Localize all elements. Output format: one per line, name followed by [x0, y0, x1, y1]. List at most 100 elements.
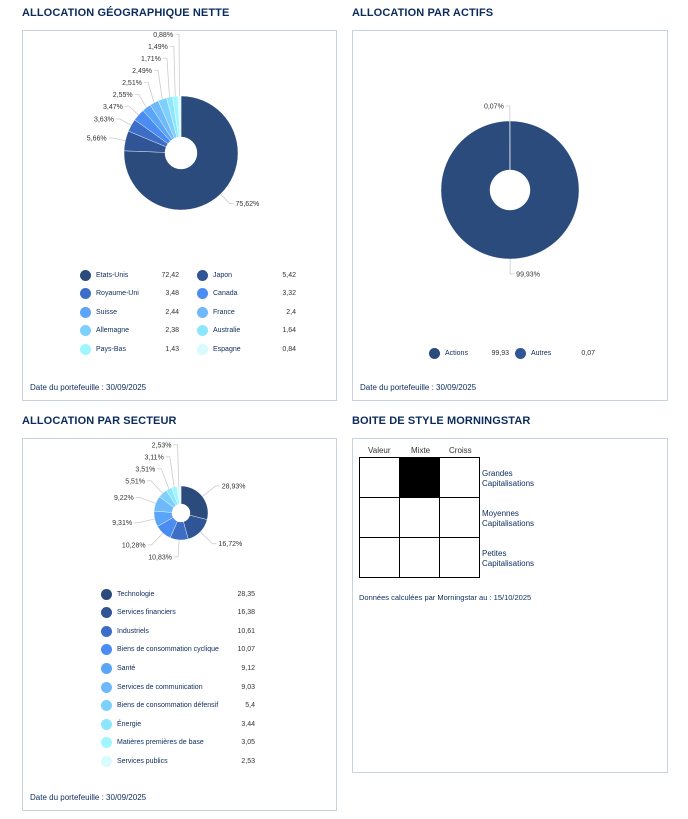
- legend-label: Etats-Unis: [96, 271, 129, 279]
- legend-value: 10,61: [237, 627, 255, 635]
- data-label: 75,62%: [236, 201, 260, 208]
- leader-line: [115, 118, 132, 126]
- ms-row-label: Moyennes Capitalisations: [482, 509, 534, 529]
- legend-item[interactable]: Technologie 28,35: [101, 588, 255, 600]
- legend-label: Canada: [213, 290, 238, 297]
- legend-value: 9,12: [241, 664, 255, 672]
- assets-title: ALLOCATION PAR ACTIFS: [352, 7, 494, 19]
- leader-line: [124, 105, 139, 116]
- sector-panel: 28,93% 16,72% 10,83% 10,28% 9,31% 9,22% 5,51% 3…: [22, 438, 337, 811]
- legend-value: 5,4: [245, 702, 255, 710]
- data-label: 3,51%: [135, 466, 155, 473]
- legend-item[interactable]: Royaume-Uni 3,48: [80, 288, 179, 300]
- legend-value: 10,07: [237, 646, 255, 654]
- legend-value: 3,32: [282, 290, 296, 297]
- assets-donut-chart: 99,93% 0,07%: [440, 104, 580, 278]
- legend-value: 99,93: [491, 349, 509, 357]
- legend-value: 2,44: [165, 308, 179, 316]
- ms-row-label-line: Capitalisations: [482, 519, 535, 528]
- legend-item[interactable]: Services de communication 9,03: [101, 681, 255, 693]
- legend-value: 5,42: [282, 271, 296, 279]
- legend-swatch: [515, 347, 526, 359]
- legend-label: Espagne: [213, 345, 241, 353]
- ms-row-label-line: Capitalisations: [482, 559, 535, 568]
- legend-item[interactable]: Biens de consommation défensif 5,4: [101, 700, 255, 712]
- style-box-cell: [359, 537, 400, 578]
- legend-item[interactable]: Matières premières de base 3,05: [101, 737, 255, 749]
- legend-item[interactable]: Japon 5,42: [197, 269, 296, 281]
- legend-item[interactable]: Autres 0,07: [515, 347, 595, 359]
- data-label: 3,47%: [103, 104, 123, 111]
- leader-line: [165, 456, 175, 487]
- legend-item[interactable]: Énergie 3,44: [101, 718, 255, 730]
- data-label: 28,93%: [222, 483, 246, 490]
- legend-swatch: [101, 681, 112, 693]
- legend-item[interactable]: Canada 3,32: [197, 288, 296, 300]
- legend-label: Biens de consommation cyclique: [117, 646, 219, 654]
- style-box-cell: [399, 457, 440, 498]
- legend-swatch: [80, 325, 91, 336]
- style-box-row: [359, 497, 480, 538]
- leader-line: [505, 105, 511, 122]
- legend-label: Biens de consommation défensif: [117, 702, 219, 710]
- legend-label: Technologie: [117, 590, 155, 598]
- legend-item[interactable]: France 2,4: [197, 306, 296, 318]
- legend-item[interactable]: Biens de consommation cyclique 10,07: [101, 644, 255, 656]
- legend-label: Autres: [531, 349, 552, 357]
- leader-line: [173, 539, 180, 558]
- legend-item[interactable]: Services financiers 16,38: [101, 607, 255, 619]
- legend-swatch: [101, 718, 112, 730]
- data-label: 2,53%: [152, 442, 172, 449]
- legend-item[interactable]: Suisse 2,44: [80, 306, 179, 318]
- data-label: 10,83%: [148, 554, 172, 561]
- legend-item[interactable]: Pays-Bas 1,43: [80, 343, 179, 355]
- ms-col-header: Mixte: [411, 446, 431, 455]
- legend-swatch: [101, 737, 112, 749]
- legend-value: 0,07: [581, 349, 595, 357]
- geo-date: Date du portefeuille : 30/09/2025: [30, 383, 147, 392]
- sector-title: ALLOCATION PAR SECTEUR: [22, 415, 177, 427]
- legend-item[interactable]: Santé 9,12: [101, 662, 255, 674]
- leader-line: [134, 518, 155, 524]
- legend-label: Industriels: [117, 627, 149, 635]
- data-label: 0,07%: [484, 104, 504, 111]
- donut-hole: [172, 504, 190, 522]
- legend-value: 72,42: [161, 271, 179, 279]
- legend-swatch: [80, 343, 91, 355]
- legend-swatch: [101, 588, 112, 600]
- ms-row-label: Petites Capitalisations: [482, 549, 534, 569]
- leader-line: [147, 480, 163, 494]
- style-box-grid: [359, 457, 480, 578]
- geo-panel: 75,62% 5,66% 3,63% 3,47% 2,55% 2,51% 2,49% 1,71…: [22, 30, 337, 401]
- legend-item[interactable]: Etats-Unis 72,42: [80, 269, 179, 281]
- sector-donut-chart: 28,93% 16,72% 10,83%10,28% 9,31% 9,22% 5,51% 3…: [112, 442, 246, 561]
- leader-line: [134, 93, 147, 108]
- data-label: 1,49%: [148, 44, 168, 51]
- leader-line: [509, 258, 515, 275]
- legend-item[interactable]: Services publics 2,53: [101, 755, 255, 767]
- legend-label: Actions: [445, 349, 468, 357]
- legend-value: 0,84: [282, 345, 296, 353]
- donut-hole: [490, 170, 530, 210]
- ms-col-header: Valeur: [368, 446, 391, 455]
- legend-label: France: [213, 308, 235, 316]
- ms-col-header: Croiss: [449, 446, 472, 455]
- morningstar-panel: Valeur Mixte Croiss Grandes Capitalisatio…: [352, 438, 668, 773]
- leader-line: [175, 33, 180, 97]
- legend-value: 9,03: [241, 683, 255, 691]
- legend-swatch: [101, 755, 112, 767]
- data-label: 3,63%: [94, 116, 114, 123]
- ms-row-label-line: Moyennes: [482, 509, 519, 518]
- ms-row-label-line: Petites: [482, 549, 507, 558]
- legend-item[interactable]: Allemagne 2,38: [80, 325, 179, 337]
- legend-swatch: [101, 662, 112, 674]
- assets-panel: 99,93% 0,07% Actions 99,93 Autres 0,07 Date …: [352, 30, 668, 401]
- legend-swatch: [197, 343, 208, 355]
- legend-item[interactable]: Industriels 10,61: [101, 625, 255, 637]
- data-label: 0,88%: [153, 32, 173, 39]
- legend-value: 2,38: [165, 327, 179, 334]
- legend-item[interactable]: Actions 99,93: [429, 347, 509, 359]
- legend-item[interactable]: Espagne 0,84: [197, 343, 296, 355]
- style-box-cell: [399, 497, 440, 538]
- legend-item[interactable]: Australie 1,64: [197, 325, 296, 337]
